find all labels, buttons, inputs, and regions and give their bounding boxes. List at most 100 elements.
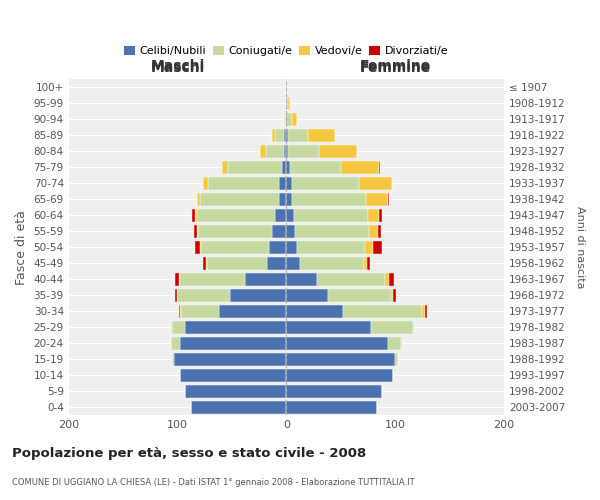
Bar — [185, 385, 286, 398]
Bar — [197, 209, 275, 222]
Bar — [172, 321, 185, 334]
Bar — [178, 289, 230, 302]
Bar — [385, 273, 389, 285]
Bar — [308, 129, 335, 142]
Bar — [388, 337, 401, 349]
Bar — [368, 209, 379, 222]
Bar — [286, 81, 287, 94]
Bar — [286, 321, 371, 334]
Bar — [286, 305, 343, 318]
Y-axis label: Fasce di età: Fasce di età — [15, 210, 28, 285]
Bar — [179, 305, 181, 318]
Bar — [266, 145, 284, 158]
Bar — [269, 241, 286, 254]
Bar — [328, 289, 391, 302]
Bar — [171, 321, 172, 334]
Bar — [195, 209, 197, 222]
Bar — [286, 257, 301, 270]
Bar — [393, 289, 396, 302]
Bar — [379, 209, 382, 222]
Text: Femmine: Femmine — [359, 60, 431, 74]
Bar — [181, 305, 219, 318]
Bar — [365, 241, 373, 254]
Bar — [286, 161, 290, 174]
Text: Popolazione per età, sesso e stato civile - 2008: Popolazione per età, sesso e stato civil… — [12, 448, 366, 460]
Bar — [317, 273, 385, 285]
Bar — [230, 289, 286, 302]
Bar — [371, 321, 413, 334]
Bar — [282, 161, 286, 174]
Bar — [286, 401, 377, 413]
Bar — [174, 353, 286, 366]
Bar — [179, 337, 286, 349]
Bar — [286, 209, 294, 222]
Bar — [171, 337, 179, 349]
Bar — [295, 225, 369, 237]
Bar — [286, 225, 295, 237]
Bar — [278, 177, 286, 190]
Text: Femmine: Femmine — [359, 59, 431, 73]
Bar — [203, 257, 206, 270]
Bar — [200, 241, 202, 254]
Bar — [175, 273, 179, 285]
Bar — [284, 113, 286, 126]
Bar — [191, 209, 195, 222]
Bar — [367, 257, 370, 270]
Bar — [292, 113, 297, 126]
Bar — [286, 113, 292, 126]
Bar — [175, 289, 178, 302]
Bar — [275, 129, 284, 142]
Bar — [219, 305, 286, 318]
Bar — [194, 225, 197, 237]
Bar — [297, 241, 365, 254]
Bar — [289, 145, 319, 158]
Bar — [179, 369, 286, 382]
Bar — [289, 97, 290, 110]
Bar — [294, 209, 368, 222]
Bar — [197, 193, 200, 206]
Bar — [245, 273, 286, 285]
Bar — [292, 193, 366, 206]
Bar — [373, 241, 382, 254]
Bar — [379, 161, 380, 174]
Bar — [202, 241, 269, 254]
Bar — [284, 129, 286, 142]
Bar — [260, 145, 266, 158]
Bar — [366, 193, 388, 206]
Bar — [198, 225, 272, 237]
Bar — [364, 257, 367, 270]
Bar — [389, 273, 394, 285]
Bar — [197, 225, 198, 237]
Bar — [319, 145, 357, 158]
Bar — [185, 321, 286, 334]
Bar — [378, 225, 381, 237]
Bar — [359, 177, 392, 190]
Bar — [286, 97, 289, 110]
Bar — [391, 289, 393, 302]
Bar — [286, 289, 328, 302]
Bar — [227, 161, 282, 174]
Bar — [286, 193, 292, 206]
Bar — [191, 401, 286, 413]
Bar — [278, 193, 286, 206]
Bar — [275, 209, 286, 222]
Text: COMUNE DI UGGIANO LA CHIESA (LE) - Dati ISTAT 1° gennaio 2008 - Elaborazione TUT: COMUNE DI UGGIANO LA CHIESA (LE) - Dati … — [12, 478, 415, 487]
Bar — [172, 353, 174, 366]
Bar — [286, 369, 393, 382]
Bar — [207, 257, 267, 270]
Bar — [203, 177, 208, 190]
Bar — [289, 129, 308, 142]
Bar — [267, 257, 286, 270]
Bar — [286, 177, 292, 190]
Bar — [290, 161, 341, 174]
Bar — [286, 353, 395, 366]
Bar — [425, 305, 427, 318]
Y-axis label: Anni di nascita: Anni di nascita — [575, 206, 585, 288]
Bar — [422, 305, 425, 318]
Bar — [286, 145, 289, 158]
Bar — [341, 161, 379, 174]
Bar — [286, 385, 382, 398]
Bar — [200, 193, 278, 206]
Text: Maschi: Maschi — [151, 59, 205, 73]
Bar — [206, 257, 207, 270]
